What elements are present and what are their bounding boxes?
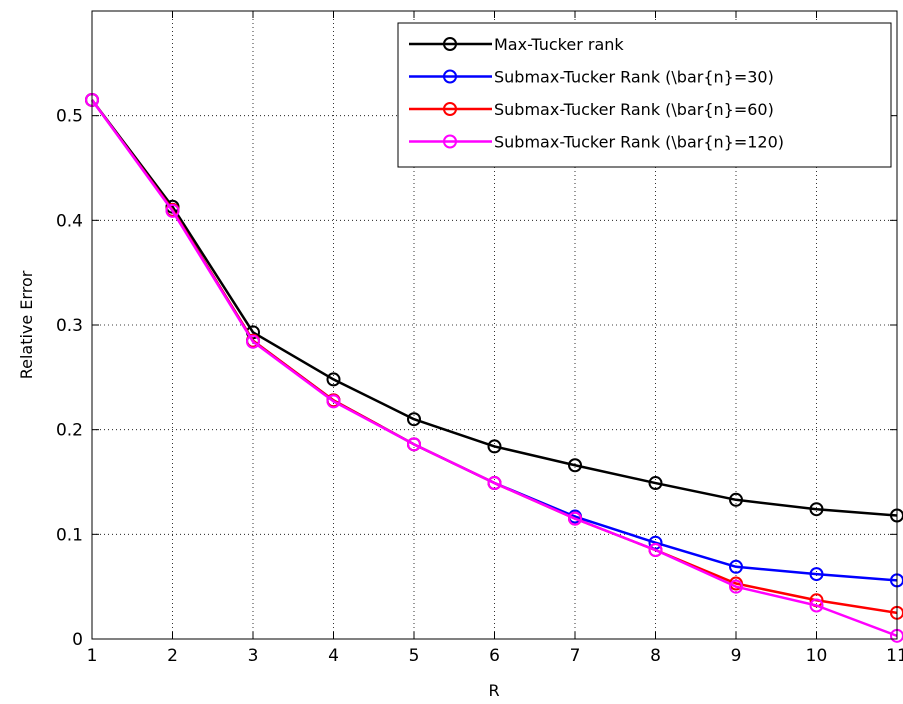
x-tick-label: 7: [570, 646, 581, 666]
legend-box: [397, 22, 892, 168]
x-axis-label: R: [488, 681, 499, 700]
data-point: [648, 543, 663, 558]
x-tick-label: 10: [806, 646, 828, 666]
data-point: [568, 458, 582, 473]
x-tick-label: 3: [248, 646, 259, 666]
legend-item: Submax-Tucker Rank (\bar{n}=30): [409, 68, 774, 87]
data-point: [648, 476, 663, 491]
data-point: [326, 394, 341, 409]
legend-label: Submax-Tucker Rank (\bar{n}=120): [494, 133, 784, 152]
data-point: [246, 334, 260, 349]
legend-item: Submax-Tucker Rank (\bar{n}=120): [409, 133, 784, 152]
data-point: [568, 511, 582, 526]
series-line: [90, 99, 898, 638]
legend-item: Submax-Tucker Rank (\bar{n}=60): [409, 100, 774, 119]
x-tick-label: 8: [650, 646, 661, 666]
x-tick-label: 2: [167, 646, 178, 666]
series-layer: [85, 92, 903, 643]
x-tick-label: 1: [87, 646, 98, 666]
legend-item: Max-Tucker rank: [409, 35, 624, 54]
data-point: [326, 372, 341, 387]
data-point: [729, 559, 743, 574]
x-tick-label: 6: [489, 646, 500, 666]
data-point: [487, 439, 502, 454]
legend-label: Submax-Tucker Rank (\bar{n}=30): [494, 68, 774, 87]
data-point: [487, 476, 502, 491]
series-4: [85, 92, 903, 643]
x-tick-label: 4: [328, 646, 339, 666]
legend-swatch-marker: [443, 134, 457, 149]
data-point: [809, 567, 824, 582]
y-tick-label: 0.3: [56, 316, 83, 336]
series-1: [85, 92, 903, 523]
legend-swatch-marker: [443, 37, 457, 51]
legend-label: Submax-Tucker Rank (\bar{n}=60): [494, 100, 774, 119]
y-tick-label: 0.5: [56, 107, 83, 127]
data-point: [809, 502, 824, 517]
y-tick-label: 0: [72, 630, 83, 650]
series-line: [91, 99, 898, 517]
data-point: [165, 203, 180, 218]
x-tick-label: 5: [409, 646, 420, 666]
data-point: [729, 492, 743, 507]
data-point: [407, 412, 421, 427]
legend: Max-Tucker rank Submax-Tucker Rank (\bar{…: [397, 22, 892, 168]
x-tick-label: 9: [731, 646, 742, 666]
legend-swatch-marker: [443, 69, 457, 84]
y-tick-label: 0.4: [56, 211, 83, 231]
y-axis-label: Relative Error: [17, 270, 36, 379]
ticks: 1 2 3 4 5 6 7 8 9 10 11 0 0.1 0.2 0.3 0.4 0.5: [56, 11, 903, 666]
data-point: [809, 598, 824, 613]
legend-swatch-marker: [443, 102, 457, 116]
y-tick-label: 0.2: [56, 421, 83, 441]
data-point: [407, 437, 421, 452]
data-point: [729, 579, 743, 594]
x-tick-label: 11: [886, 646, 903, 666]
y-tick-label: 0.1: [56, 525, 83, 545]
legend-label: Max-Tucker rank: [494, 35, 624, 54]
